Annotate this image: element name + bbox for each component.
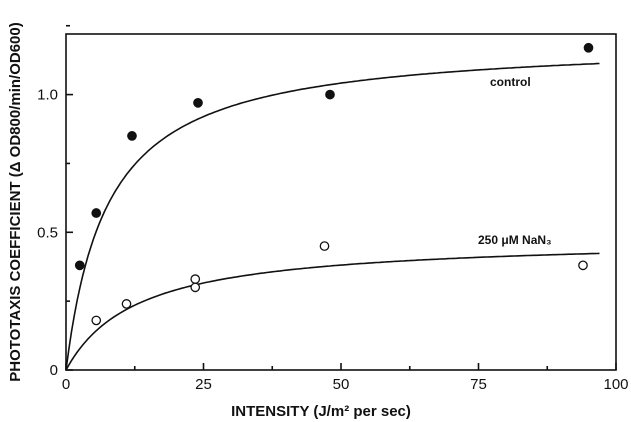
point-control	[91, 208, 102, 218]
y-tick-label: 0	[50, 362, 58, 379]
y-tick-label: 0.5	[37, 224, 58, 241]
point-nan3	[190, 274, 201, 284]
x-tick-label: 50	[333, 376, 350, 393]
labels: INTENSITY (J/m² per sec) PHOTOTAXIS COEF…	[7, 22, 552, 420]
point-control	[74, 260, 85, 271]
x-tick-label: 0	[62, 376, 70, 393]
point-nan3	[190, 282, 201, 293]
series-label-control: control	[490, 75, 531, 89]
fit-curve-nan3	[65, 252, 600, 371]
x-axis-label: INTENSITY (J/m² per sec)	[231, 403, 411, 420]
point-control	[583, 42, 594, 53]
x-tick-label: 25	[195, 376, 212, 393]
data-points	[74, 42, 594, 326]
point-nan3	[91, 315, 102, 326]
series-label-nan3: 250 μM NaN₃	[478, 233, 552, 247]
point-nan3	[319, 241, 330, 251]
x-tick-label: 75	[470, 376, 487, 393]
fit-curves	[65, 62, 600, 371]
y-tick-label: 1.0	[37, 87, 58, 104]
plot-frame	[65, 33, 617, 371]
x-tick-label: 100	[603, 376, 628, 393]
point-nan3	[578, 260, 588, 271]
point-control	[193, 98, 203, 108]
point-control	[325, 89, 335, 100]
point-control	[127, 131, 137, 141]
point-nan3	[121, 299, 132, 309]
fit-curve-control	[65, 62, 600, 371]
y-axis-label: PHOTOTAXIS COEFFICIENT (Δ OD800/min/OD60…	[7, 22, 24, 381]
axes: 0 25 50 75 100 0 0.5 1.0	[37, 24, 629, 393]
